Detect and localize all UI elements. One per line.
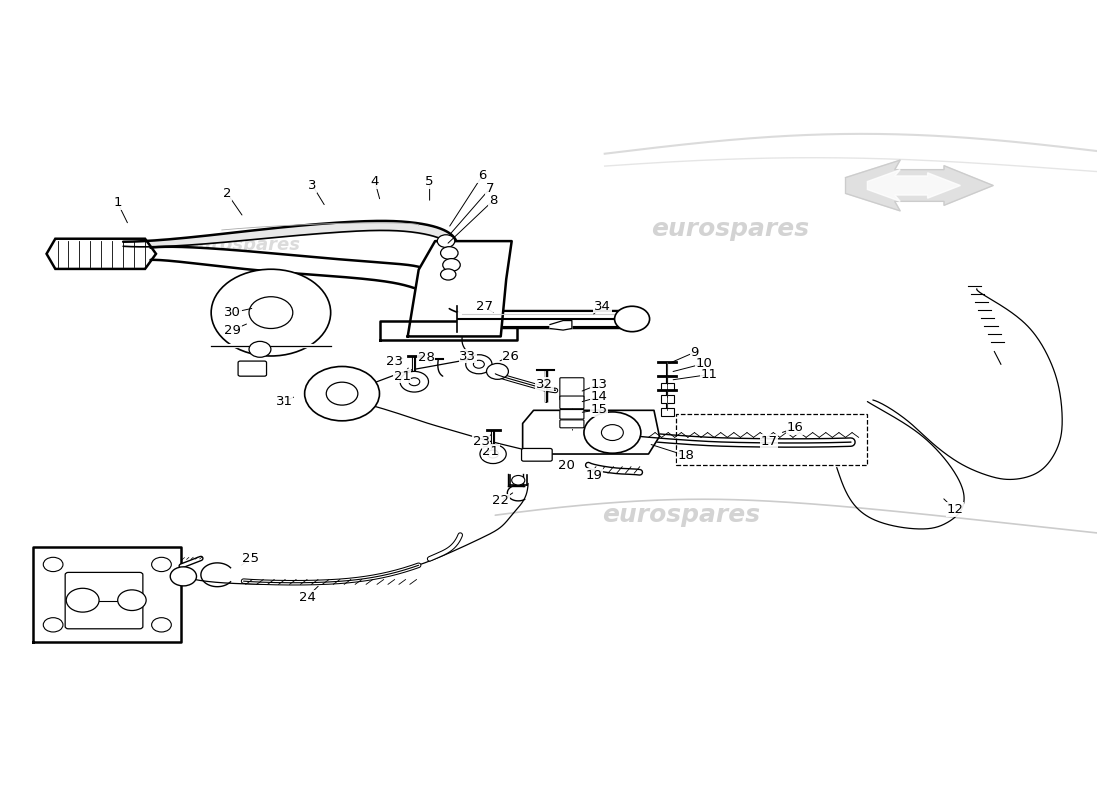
Circle shape [602, 425, 624, 441]
Text: 3: 3 [308, 179, 317, 192]
FancyBboxPatch shape [560, 420, 584, 428]
Text: 9: 9 [691, 346, 698, 359]
Text: eurospares: eurospares [651, 217, 810, 241]
Text: 22: 22 [492, 494, 509, 507]
Polygon shape [151, 247, 449, 309]
Circle shape [409, 378, 420, 386]
Polygon shape [123, 222, 456, 246]
Circle shape [512, 475, 525, 485]
Text: 6: 6 [478, 170, 486, 182]
Circle shape [438, 234, 454, 247]
Text: 25: 25 [242, 552, 258, 566]
FancyBboxPatch shape [660, 382, 673, 390]
Polygon shape [868, 170, 960, 202]
Text: 12: 12 [946, 503, 964, 516]
Circle shape [152, 618, 172, 632]
Text: 15: 15 [591, 403, 607, 416]
Circle shape [66, 588, 99, 612]
Circle shape [152, 558, 172, 571]
Bar [675, 414, 868, 465]
Text: 14: 14 [591, 390, 607, 403]
Text: 19: 19 [585, 469, 602, 482]
Circle shape [249, 297, 293, 329]
Text: 18: 18 [678, 449, 694, 462]
Circle shape [465, 354, 492, 374]
Text: 27: 27 [476, 300, 493, 313]
FancyBboxPatch shape [660, 395, 673, 403]
Text: 2: 2 [223, 187, 231, 200]
FancyBboxPatch shape [660, 408, 673, 416]
Text: eurospares: eurospares [603, 503, 760, 527]
Polygon shape [46, 238, 156, 269]
FancyBboxPatch shape [521, 449, 552, 461]
Circle shape [211, 270, 331, 356]
Polygon shape [381, 321, 517, 341]
Circle shape [473, 360, 484, 368]
Text: 24: 24 [298, 590, 316, 603]
Text: 23: 23 [386, 355, 403, 368]
Text: 8: 8 [488, 194, 497, 207]
Circle shape [615, 306, 650, 332]
Text: 16: 16 [786, 422, 804, 434]
Circle shape [442, 258, 460, 271]
Text: 21: 21 [394, 370, 410, 382]
Text: 21: 21 [483, 445, 499, 458]
Text: 26: 26 [503, 350, 519, 363]
Circle shape [441, 269, 455, 280]
Text: 7: 7 [485, 182, 494, 195]
Text: 33: 33 [460, 350, 476, 363]
Circle shape [327, 382, 358, 405]
Circle shape [118, 590, 146, 610]
Text: 10: 10 [696, 357, 713, 370]
Circle shape [486, 363, 508, 379]
Text: 30: 30 [224, 306, 241, 319]
FancyBboxPatch shape [560, 378, 584, 400]
Circle shape [43, 558, 63, 571]
Polygon shape [522, 410, 659, 454]
Polygon shape [846, 160, 993, 211]
Text: eurospares: eurospares [187, 236, 300, 254]
Text: 17: 17 [760, 435, 778, 448]
Text: 23: 23 [473, 435, 490, 448]
Text: 20: 20 [558, 458, 575, 472]
Text: 5: 5 [426, 175, 433, 188]
Text: 1: 1 [113, 197, 122, 210]
Circle shape [43, 618, 63, 632]
Text: 34: 34 [594, 300, 610, 313]
Polygon shape [408, 241, 512, 337]
Circle shape [441, 246, 458, 259]
Text: 11: 11 [701, 368, 717, 381]
FancyBboxPatch shape [560, 396, 584, 409]
Text: 13: 13 [591, 378, 607, 390]
FancyBboxPatch shape [65, 572, 143, 629]
Circle shape [400, 371, 429, 392]
Text: 28: 28 [418, 351, 434, 364]
Circle shape [249, 342, 271, 358]
Circle shape [170, 567, 197, 586]
Text: 31: 31 [275, 395, 293, 408]
Circle shape [487, 450, 498, 458]
Circle shape [305, 366, 380, 421]
FancyBboxPatch shape [560, 410, 584, 419]
Text: 29: 29 [224, 323, 241, 337]
Circle shape [480, 445, 506, 463]
Text: 32: 32 [536, 378, 553, 390]
FancyBboxPatch shape [238, 361, 266, 376]
Polygon shape [33, 547, 182, 642]
Text: 4: 4 [371, 175, 380, 188]
Polygon shape [550, 321, 572, 330]
Circle shape [584, 412, 641, 454]
